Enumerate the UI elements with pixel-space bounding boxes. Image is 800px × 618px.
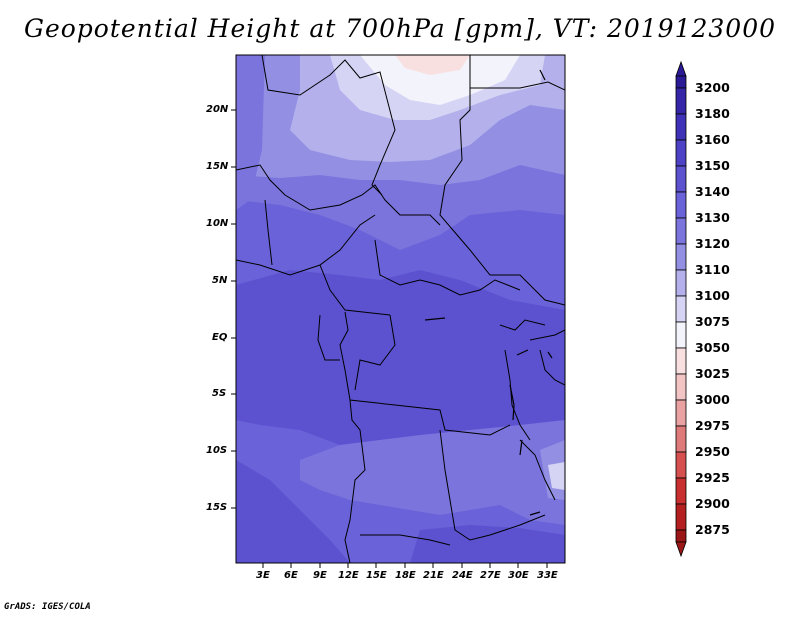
colorbar-level-label: 2900 bbox=[695, 496, 730, 511]
colorbar-bottom-arrow bbox=[675, 541, 687, 558]
colorbar-segment bbox=[675, 321, 687, 349]
colorbar-segment bbox=[675, 295, 687, 323]
colorbar-level-label: 3025 bbox=[695, 366, 730, 381]
lon-label: 33E bbox=[537, 570, 558, 581]
colorbar-level-label: 3180 bbox=[695, 106, 730, 121]
lat-label: 15N bbox=[206, 161, 229, 172]
lon-label: 15E bbox=[366, 570, 387, 581]
colorbar-level-label: 3050 bbox=[695, 340, 730, 355]
colorbar-segment bbox=[675, 87, 687, 115]
colorbar-segment bbox=[675, 503, 687, 531]
colorbar-level-label: 3120 bbox=[695, 236, 730, 251]
lon-label: 30E bbox=[508, 570, 529, 581]
colorbar-segment bbox=[675, 373, 687, 401]
lat-label: 10N bbox=[206, 218, 229, 229]
colorbar-segment bbox=[675, 347, 687, 375]
colorbar-segment bbox=[675, 243, 687, 271]
lat-label: EQ bbox=[212, 332, 228, 343]
lake-outlines bbox=[424, 69, 553, 516]
lat-label: 5S bbox=[212, 388, 227, 399]
colorbar-level-label: 3075 bbox=[695, 314, 730, 329]
colorbar-segment bbox=[675, 477, 687, 505]
map-frame bbox=[235, 54, 566, 564]
colorbar-segment bbox=[675, 75, 687, 89]
colorbar-level-label: 3130 bbox=[695, 210, 730, 225]
colorbar-level-label: 3200 bbox=[695, 80, 730, 95]
colorbar-level-label: 3100 bbox=[695, 288, 730, 303]
map-title: Geopotential Height at 700hPa [gpm], VT:… bbox=[23, 14, 777, 43]
credit-text: GrADS: IGES/COLA bbox=[4, 602, 91, 612]
colorbar-level-label: 2925 bbox=[695, 470, 730, 485]
colorbar-level-label: 2975 bbox=[695, 418, 730, 433]
colorbar-segment bbox=[675, 529, 687, 543]
lon-label: 12E bbox=[338, 570, 359, 581]
lat-ticks bbox=[231, 109, 236, 509]
colorbar-level-label: 3140 bbox=[695, 184, 730, 199]
lat-label: 5N bbox=[212, 275, 228, 286]
colorbar-segment bbox=[675, 165, 687, 193]
lon-label: 9E bbox=[313, 570, 327, 581]
colorbar-level-label: 3150 bbox=[695, 158, 730, 173]
geopotential-field bbox=[236, 55, 565, 563]
colorbar-segment bbox=[675, 217, 687, 245]
lon-label: 3E bbox=[256, 570, 270, 581]
colorbar-top-arrow bbox=[675, 60, 687, 77]
colorbar-level-label: 3110 bbox=[695, 262, 730, 277]
colorbar-level-label: 2875 bbox=[695, 522, 730, 537]
colorbar-segment bbox=[675, 399, 687, 427]
lon-label: 18E bbox=[395, 570, 416, 581]
lon-label: 24E bbox=[452, 570, 473, 581]
colorbar-segment bbox=[675, 191, 687, 219]
colorbar-segment bbox=[675, 425, 687, 453]
colorbar-segment bbox=[675, 451, 687, 479]
colorbar-segment bbox=[675, 139, 687, 167]
lon-ticks bbox=[262, 563, 548, 568]
country-borders bbox=[236, 55, 565, 563]
colorbar-level-label: 2950 bbox=[695, 444, 730, 459]
lat-label: 15S bbox=[206, 502, 228, 513]
colorbar-level-label: 3160 bbox=[695, 132, 730, 147]
lat-label: 20N bbox=[206, 104, 229, 115]
colorbar-segment bbox=[675, 113, 687, 141]
lon-label: 21E bbox=[423, 570, 444, 581]
lon-label: 6E bbox=[284, 570, 298, 581]
colorbar bbox=[675, 60, 687, 558]
lon-label: 27E bbox=[480, 570, 501, 581]
colorbar-level-label: 3000 bbox=[695, 392, 730, 407]
lat-label: 10S bbox=[206, 445, 228, 456]
colorbar-segment bbox=[675, 269, 687, 297]
